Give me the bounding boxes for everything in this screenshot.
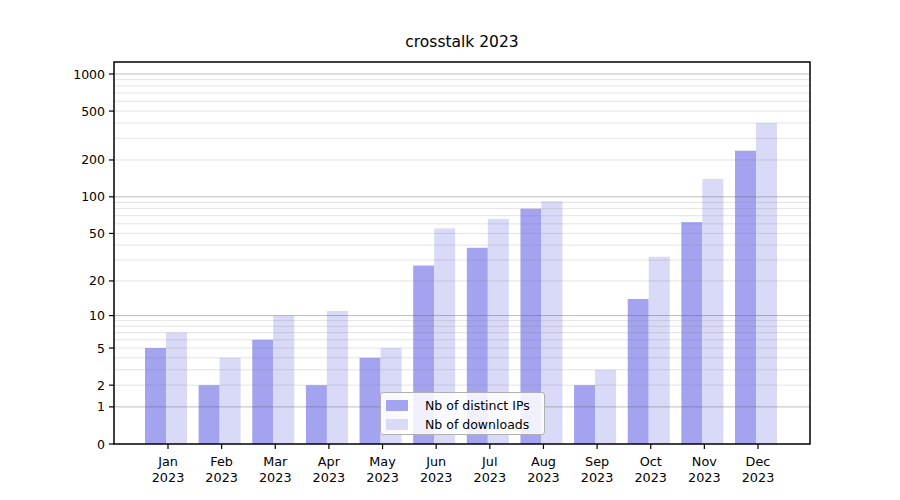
bar-distinct-ips	[199, 385, 220, 444]
figure: crosstalk 2023 01251020501002005001000Ja…	[0, 0, 900, 500]
x-tick-label-year: 2023	[259, 470, 292, 485]
x-tick-label-year: 2023	[742, 470, 775, 485]
x-tick-label-month: Nov	[692, 454, 717, 469]
bar-distinct-ips	[735, 151, 756, 444]
x-tick-label-month: Feb	[210, 454, 233, 469]
bar-distinct-ips	[574, 385, 595, 444]
y-tick-label: 2	[97, 378, 105, 393]
x-tick-label-month: Oct	[640, 454, 662, 469]
x-tick-label-month: Aug	[531, 454, 556, 469]
bar-downloads	[702, 179, 723, 444]
x-tick-label-year: 2023	[581, 470, 614, 485]
legend-label-downloads: Nb of downloads	[425, 417, 529, 432]
bar-downloads	[327, 311, 348, 444]
legend: Nb of distinct IPs Nb of downloads	[380, 392, 545, 435]
y-tick-label: 200	[81, 152, 105, 167]
x-tick-label-month: Sep	[585, 454, 609, 469]
x-tick-label-year: 2023	[366, 470, 399, 485]
y-tick-label: 20	[89, 273, 105, 288]
bar-downloads	[756, 123, 777, 444]
y-tick-label: 10	[89, 308, 105, 323]
y-tick-label: 1000	[73, 67, 105, 82]
bar-downloads	[220, 358, 241, 444]
bar-downloads	[166, 333, 187, 444]
y-tick-label: 0	[97, 437, 105, 452]
x-tick-label-year: 2023	[313, 470, 346, 485]
x-tick-label-month: May	[369, 454, 396, 469]
y-tick-label: 100	[81, 189, 105, 204]
y-tick-label: 500	[81, 104, 105, 119]
x-tick-label-year: 2023	[474, 470, 507, 485]
x-tick-label-month: Dec	[746, 454, 771, 469]
x-tick-label-year: 2023	[420, 470, 453, 485]
legend-label-distinct-ips: Nb of distinct IPs	[425, 398, 530, 413]
bar-distinct-ips	[252, 340, 273, 444]
bar-downloads	[273, 316, 294, 444]
y-tick-label: 50	[89, 226, 105, 241]
x-tick-label-month: Apr	[318, 454, 341, 469]
legend-swatch-distinct-ips	[386, 400, 408, 411]
bar-distinct-ips	[360, 358, 381, 444]
bar-distinct-ips	[306, 385, 327, 444]
x-tick-label-year: 2023	[688, 470, 721, 485]
x-tick-label-month: Jan	[157, 454, 178, 469]
legend-swatch-downloads	[386, 419, 408, 430]
x-tick-label-month: Mar	[263, 454, 288, 469]
bar-downloads	[649, 257, 670, 444]
x-tick-label-year: 2023	[527, 470, 560, 485]
x-tick-label-year: 2023	[634, 470, 667, 485]
legend-item-distinct-ips: Nb of distinct IPs	[386, 396, 538, 415]
x-tick-label-month: Jul	[481, 454, 497, 469]
y-tick-label: 5	[97, 341, 105, 356]
bar-distinct-ips	[145, 348, 166, 444]
legend-item-downloads: Nb of downloads	[386, 415, 538, 434]
x-tick-label-year: 2023	[152, 470, 185, 485]
y-tick-label: 1	[97, 399, 105, 414]
x-tick-label-year: 2023	[205, 470, 238, 485]
x-tick-label-month: Jun	[425, 454, 446, 469]
